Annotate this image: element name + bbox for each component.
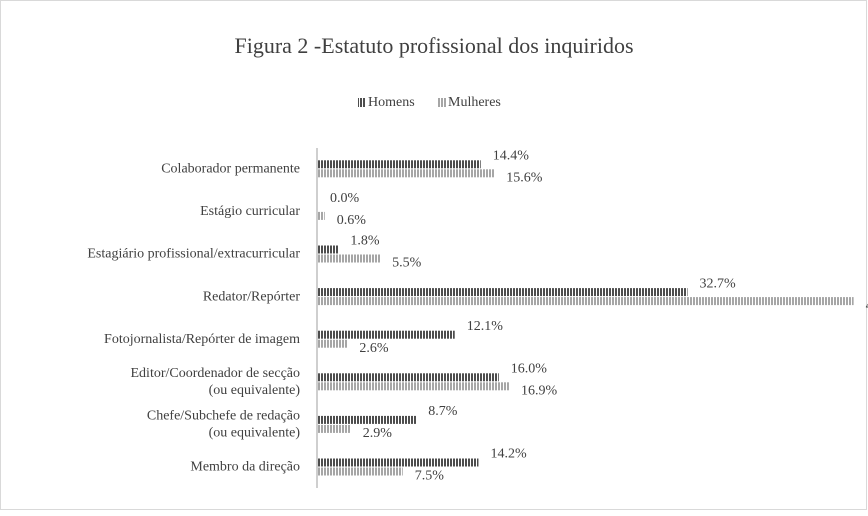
bar — [318, 254, 381, 263]
bar — [318, 160, 481, 169]
value-label: 2.9% — [363, 426, 393, 441]
value-label: 32.7% — [700, 276, 737, 291]
bar — [318, 297, 854, 306]
category-label: Colaborador permanente — [161, 162, 300, 177]
legend-label: Mulheres — [448, 95, 501, 110]
value-label: 5.5% — [392, 256, 422, 271]
category-label: Membro da direção — [190, 460, 300, 475]
value-label: 2.6% — [359, 341, 389, 356]
value-label: 14.4% — [493, 149, 529, 164]
value-label: 0.0% — [330, 191, 360, 206]
legend-swatch — [358, 98, 366, 107]
legend-swatch — [438, 98, 446, 107]
bar — [318, 245, 339, 254]
category-label: Redator/Repórter — [203, 289, 301, 304]
category-label: Editor/Coordenador de secção (ou equivale… — [131, 366, 301, 398]
bar — [318, 458, 479, 467]
value-label: 47.4% — [866, 298, 868, 313]
value-label: 7.5% — [415, 469, 445, 484]
category-label: Estagiário profissional/extracurricular — [87, 247, 300, 262]
chart-title: Figura 2 -Estatuto profissional dos inqu… — [234, 33, 633, 58]
bar — [318, 211, 325, 220]
bar — [318, 339, 348, 348]
category-label: Estágio curricular — [200, 204, 300, 219]
value-label: 15.6% — [506, 171, 543, 186]
value-label: 16.9% — [521, 384, 558, 399]
value-label: 12.1% — [467, 319, 504, 334]
bar — [318, 467, 403, 476]
category-label: Fotojornalista/Repórter de imagem — [104, 332, 300, 347]
value-label: 14.2% — [490, 447, 526, 462]
value-label: 16.0% — [511, 362, 548, 377]
bar — [318, 415, 417, 424]
legend-label: Homens — [368, 95, 415, 110]
value-label: 8.7% — [428, 404, 458, 419]
bar — [318, 373, 499, 382]
bar — [318, 169, 495, 178]
bar — [318, 330, 455, 339]
bar — [318, 288, 688, 297]
bar — [318, 382, 509, 391]
bar — [318, 424, 351, 433]
value-label: 0.6% — [337, 213, 367, 228]
category-label: Chefe/Subchefe de redação (ou equivalente… — [147, 409, 300, 441]
value-label: 1.8% — [350, 234, 380, 249]
